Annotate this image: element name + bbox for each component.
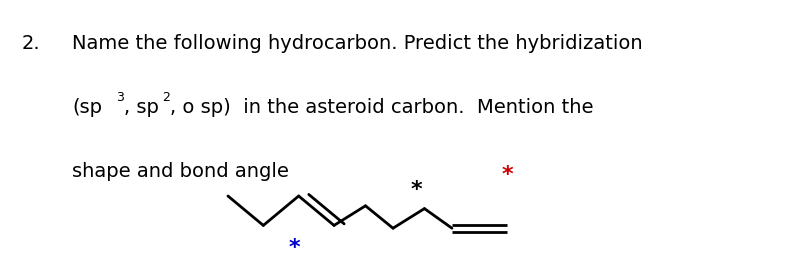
Text: *: * xyxy=(411,180,422,200)
Text: 2: 2 xyxy=(162,91,170,104)
Text: , sp: , sp xyxy=(124,98,159,117)
Text: Name the following hydrocarbon. Predict the hybridization: Name the following hydrocarbon. Predict … xyxy=(72,34,643,53)
Text: shape and bond angle: shape and bond angle xyxy=(72,162,289,181)
Text: (sp: (sp xyxy=(72,98,102,117)
Text: *: * xyxy=(501,165,512,185)
Text: 3: 3 xyxy=(116,91,124,104)
Text: , o sp)  in the asteroid carbon.  Mention the: , o sp) in the asteroid carbon. Mention … xyxy=(170,98,593,117)
Text: *: * xyxy=(289,238,300,258)
Text: 2.: 2. xyxy=(22,34,41,53)
